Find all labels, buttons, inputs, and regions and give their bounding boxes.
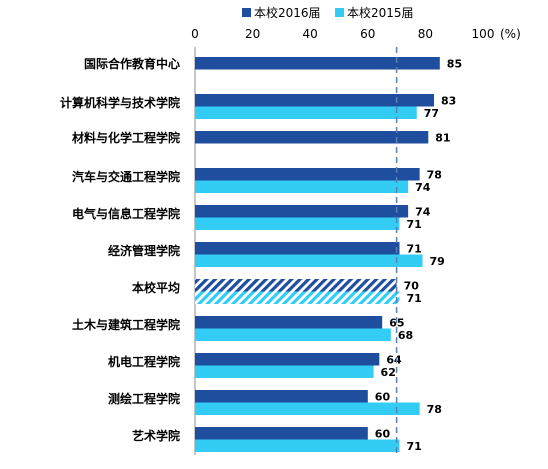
x-tick-label: 100 xyxy=(472,27,495,41)
data-label: 74 xyxy=(415,181,431,194)
category-label: 电气与信息工程学院 xyxy=(72,206,180,221)
bar-2016 xyxy=(195,242,400,255)
bar-2015 xyxy=(195,439,400,452)
legend-label-2015: 本校2015届 xyxy=(347,5,414,20)
category-label: 测绘工程学院 xyxy=(108,391,180,406)
x-tick-label: 80 xyxy=(418,27,433,41)
category-label: 艺术学院 xyxy=(132,428,180,443)
bar-2015 xyxy=(195,291,400,304)
bar-2016 xyxy=(195,168,420,181)
x-tick-label: 40 xyxy=(303,27,318,41)
data-label: 78 xyxy=(427,169,442,182)
category-label: 材料与化学工程学院 xyxy=(71,130,180,145)
category-label: 机电工程学院 xyxy=(108,354,180,369)
data-label: 85 xyxy=(447,58,462,71)
data-label: 70 xyxy=(404,280,420,293)
category-label: 国际合作教育中心 xyxy=(84,56,180,71)
data-label: 77 xyxy=(424,107,439,120)
category-label: 本校平均 xyxy=(132,280,180,295)
data-label: 64 xyxy=(386,354,402,367)
x-axis-ticks: 0 20 40 60 80 100 xyxy=(191,27,494,41)
bars xyxy=(195,57,440,452)
bar-2016 xyxy=(195,427,368,440)
bar-2015 xyxy=(195,328,391,341)
unit-label: (%) xyxy=(500,27,521,41)
data-label: 71 xyxy=(406,218,421,231)
category-label: 土木与建筑工程学院 xyxy=(72,317,180,332)
bar-2016 xyxy=(195,94,435,107)
value-labels: 8583778178747471717970716568646260786071 xyxy=(375,58,462,454)
data-label: 71 xyxy=(406,440,421,453)
bar-2016 xyxy=(195,353,380,366)
bar-2016 xyxy=(195,390,368,403)
bar-2016 xyxy=(195,57,440,70)
category-labels: 国际合作教育中心计算机科学与技术学院材料与化学工程学院汽车与交通工程学院电气与信… xyxy=(60,56,180,443)
data-label: 78 xyxy=(427,403,442,416)
x-tick-label: 0 xyxy=(191,27,199,41)
data-label: 62 xyxy=(381,366,396,379)
x-tick-label: 60 xyxy=(360,27,375,41)
bar-2015 xyxy=(195,365,374,378)
bar-2015 xyxy=(195,217,400,230)
data-label: 79 xyxy=(430,255,445,268)
data-label: 68 xyxy=(398,329,413,342)
data-label: 74 xyxy=(415,206,431,219)
data-label: 83 xyxy=(441,95,456,108)
data-label: 71 xyxy=(406,292,421,305)
legend-swatch-2015 xyxy=(335,8,344,17)
bar-2015 xyxy=(195,106,417,119)
category-label: 汽车与交通工程学院 xyxy=(72,169,180,184)
bar-2015 xyxy=(195,254,423,267)
legend-label-2016: 本校2016届 xyxy=(254,5,321,20)
legend: 本校2016届 本校2015届 xyxy=(242,5,414,20)
bar-2016 xyxy=(195,205,409,218)
bar-2015 xyxy=(195,180,409,193)
bar-2015 xyxy=(195,402,420,415)
category-label: 计算机科学与技术学院 xyxy=(60,95,180,110)
x-tick-label: 20 xyxy=(245,27,260,41)
data-label: 60 xyxy=(375,391,391,404)
data-label: 81 xyxy=(435,132,450,145)
data-label: 60 xyxy=(375,428,391,441)
bar-2016 xyxy=(195,279,397,292)
data-label: 71 xyxy=(406,243,421,256)
bar-2016 xyxy=(195,131,429,144)
legend-swatch-2016 xyxy=(242,8,251,17)
category-label: 经济管理学院 xyxy=(108,243,180,258)
bar-2016 xyxy=(195,316,383,329)
